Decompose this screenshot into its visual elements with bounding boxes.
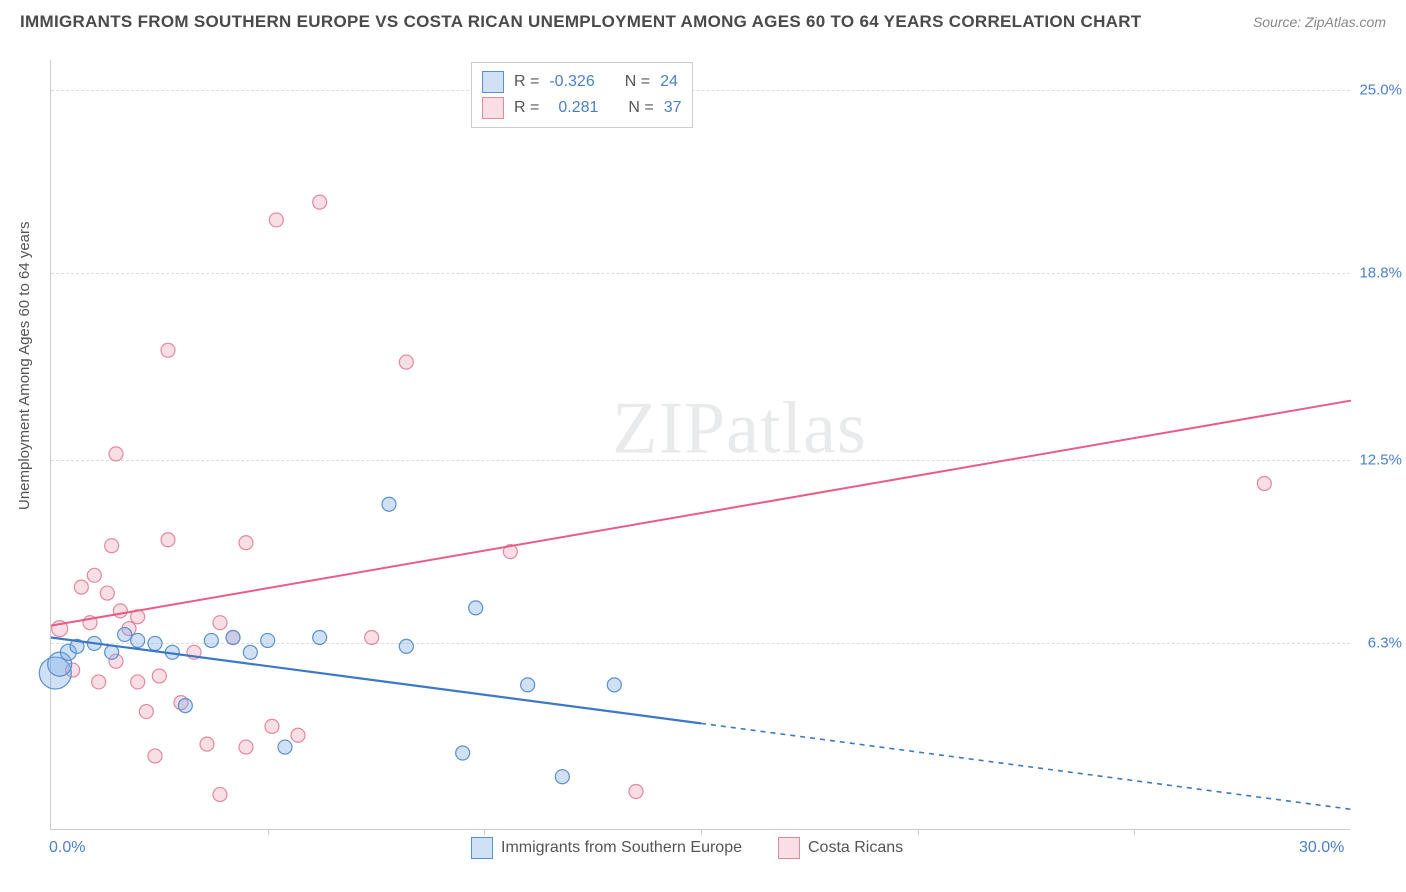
source-prefix: Source: bbox=[1253, 14, 1305, 30]
legend-item-blue: Immigrants from Southern Europe bbox=[471, 837, 742, 859]
scatter-point-blue bbox=[118, 628, 132, 642]
scatter-point-blue bbox=[131, 633, 145, 647]
chart-wrapper: Unemployment Among Ages 60 to 64 years Z… bbox=[0, 40, 1406, 890]
scatter-point-pink bbox=[74, 580, 88, 594]
source-name: ZipAtlas.com bbox=[1305, 14, 1386, 30]
scatter-point-pink bbox=[161, 533, 175, 547]
scatter-point-blue bbox=[469, 601, 483, 615]
scatter-point-blue bbox=[313, 631, 327, 645]
y-axis-label: Unemployment Among Ages 60 to 64 years bbox=[16, 221, 33, 510]
y-tick-label: 12.5% bbox=[1359, 451, 1402, 468]
scatter-point-pink bbox=[113, 604, 127, 618]
scatter-point-pink bbox=[92, 675, 106, 689]
scatter-point-blue bbox=[555, 770, 569, 784]
regression-line-blue-dashed bbox=[701, 723, 1351, 809]
scatter-point-pink bbox=[265, 719, 279, 733]
x-tick-mark bbox=[268, 829, 269, 835]
legend-label-pink: Costa Ricans bbox=[808, 839, 903, 857]
regression-line-pink bbox=[51, 401, 1351, 626]
y-tick-label: 18.8% bbox=[1359, 265, 1402, 282]
scatter-point-pink bbox=[148, 749, 162, 763]
scatter-point-pink bbox=[1257, 477, 1271, 491]
scatter-point-pink bbox=[105, 539, 119, 553]
y-tick-label: 6.3% bbox=[1368, 635, 1402, 652]
scatter-point-blue bbox=[148, 636, 162, 650]
scatter-point-blue bbox=[382, 497, 396, 511]
scatter-point-blue bbox=[105, 645, 119, 659]
swatch-pink-icon bbox=[778, 837, 800, 859]
scatter-point-blue bbox=[204, 633, 218, 647]
scatter-point-blue bbox=[226, 631, 240, 645]
scatter-point-blue bbox=[278, 740, 292, 754]
x-tick-mark bbox=[701, 829, 702, 835]
scatter-point-pink bbox=[269, 213, 283, 227]
scatter-point-pink bbox=[139, 705, 153, 719]
scatter-point-pink bbox=[365, 631, 379, 645]
y-tick-label: 25.0% bbox=[1359, 81, 1402, 98]
source-attribution: Source: ZipAtlas.com bbox=[1253, 14, 1386, 30]
x-tick-label: 0.0% bbox=[49, 839, 85, 857]
scatter-point-blue bbox=[243, 645, 257, 659]
x-tick-mark bbox=[1134, 829, 1135, 835]
legend-label-blue: Immigrants from Southern Europe bbox=[501, 839, 742, 857]
chart-title: IMMIGRANTS FROM SOUTHERN EUROPE VS COSTA… bbox=[20, 12, 1142, 32]
scatter-point-pink bbox=[239, 740, 253, 754]
scatter-plot bbox=[51, 60, 1350, 829]
scatter-point-pink bbox=[213, 616, 227, 630]
x-tick-mark bbox=[484, 829, 485, 835]
chart-header: IMMIGRANTS FROM SOUTHERN EUROPE VS COSTA… bbox=[0, 0, 1406, 40]
scatter-point-pink bbox=[152, 669, 166, 683]
scatter-point-blue bbox=[399, 639, 413, 653]
scatter-point-blue bbox=[521, 678, 535, 692]
plot-area: ZIPatlas 6.3%12.5%18.8%25.0% 0.0%30.0% R… bbox=[50, 60, 1350, 830]
scatter-point-pink bbox=[100, 586, 114, 600]
scatter-point-blue bbox=[261, 633, 275, 647]
x-tick-mark bbox=[918, 829, 919, 835]
scatter-point-pink bbox=[109, 447, 123, 461]
scatter-point-pink bbox=[313, 195, 327, 209]
scatter-point-pink bbox=[239, 536, 253, 550]
swatch-blue-icon bbox=[471, 837, 493, 859]
scatter-point-pink bbox=[161, 343, 175, 357]
scatter-point-pink bbox=[200, 737, 214, 751]
x-tick-label: 30.0% bbox=[1299, 839, 1344, 857]
scatter-point-pink bbox=[131, 675, 145, 689]
scatter-point-blue bbox=[607, 678, 621, 692]
scatter-point-blue bbox=[456, 746, 470, 760]
scatter-point-pink bbox=[213, 787, 227, 801]
series-legend: Immigrants from Southern Europe Costa Ri… bbox=[471, 837, 903, 859]
scatter-point-blue bbox=[178, 699, 192, 713]
scatter-point-pink bbox=[87, 568, 101, 582]
scatter-point-pink bbox=[629, 785, 643, 799]
scatter-point-pink bbox=[291, 728, 305, 742]
scatter-point-pink bbox=[399, 355, 413, 369]
legend-item-pink: Costa Ricans bbox=[778, 837, 903, 859]
